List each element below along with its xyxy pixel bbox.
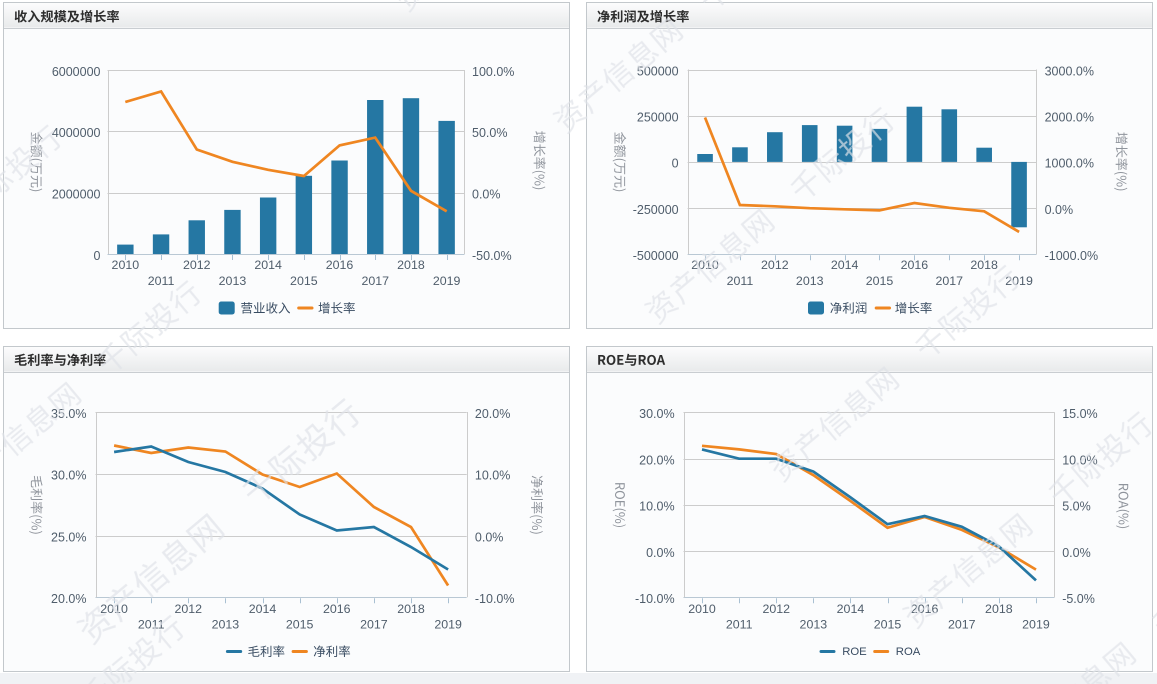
svg-text:2010: 2010	[688, 602, 716, 616]
svg-text:2016: 2016	[323, 602, 351, 616]
svg-text:15.0%: 15.0%	[1062, 407, 1097, 421]
svg-text:2017: 2017	[361, 274, 389, 288]
svg-text:-250000: -250000	[633, 203, 679, 217]
svg-text:250000: 250000	[637, 111, 679, 125]
svg-text:0.0%: 0.0%	[1062, 546, 1091, 560]
svg-text:4000000: 4000000	[52, 126, 101, 140]
svg-text:0.0%: 0.0%	[475, 530, 504, 544]
svg-text:100.0%: 100.0%	[472, 65, 514, 79]
svg-text:1000.0%: 1000.0%	[1045, 157, 1094, 171]
svg-text:2017: 2017	[360, 617, 388, 631]
svg-text:2019: 2019	[1005, 274, 1033, 288]
svg-text:20.0%: 20.0%	[475, 407, 510, 421]
svg-text:2000000: 2000000	[52, 187, 101, 201]
svg-text:-10.0%: -10.0%	[635, 592, 675, 606]
svg-text:2017: 2017	[948, 617, 976, 631]
svg-text:25.0%: 25.0%	[51, 530, 86, 544]
svg-text:-10.0%: -10.0%	[475, 592, 515, 606]
svg-text:30.0%: 30.0%	[639, 407, 674, 421]
svg-text:2015: 2015	[874, 617, 902, 631]
svg-text:-50.0%: -50.0%	[472, 249, 512, 263]
svg-text:10.0%: 10.0%	[475, 469, 510, 483]
svg-text:2000.0%: 2000.0%	[1045, 111, 1094, 125]
svg-text:0: 0	[94, 249, 101, 263]
svg-text:10.0%: 10.0%	[639, 500, 674, 514]
svg-text:2017: 2017	[935, 274, 963, 288]
svg-text:2011: 2011	[138, 617, 165, 631]
svg-text:-5.0%: -5.0%	[1062, 592, 1095, 606]
svg-text:2015: 2015	[866, 274, 894, 288]
svg-text:2016: 2016	[326, 258, 354, 272]
svg-text:-1000.0%: -1000.0%	[1045, 249, 1099, 263]
svg-text:2012: 2012	[762, 602, 790, 616]
svg-text:2014: 2014	[254, 258, 282, 272]
svg-text:2013: 2013	[219, 274, 247, 288]
svg-text:2014: 2014	[831, 258, 859, 272]
svg-text:2012: 2012	[183, 258, 211, 272]
svg-text:0.0%: 0.0%	[646, 546, 675, 560]
svg-text:2018: 2018	[397, 602, 425, 616]
svg-text:2019: 2019	[433, 274, 461, 288]
svg-text:2015: 2015	[286, 617, 314, 631]
svg-text:ROE: ROE	[842, 646, 867, 658]
svg-text:20.0%: 20.0%	[639, 453, 674, 467]
svg-text:2018: 2018	[985, 602, 1013, 616]
svg-text:500000: 500000	[637, 64, 679, 78]
svg-text:2014: 2014	[249, 602, 277, 616]
svg-text:2019: 2019	[434, 617, 462, 631]
svg-text:30.0%: 30.0%	[51, 469, 86, 483]
svg-text:20.0%: 20.0%	[51, 592, 86, 606]
svg-text:2011: 2011	[727, 274, 754, 288]
svg-text:2013: 2013	[800, 617, 828, 631]
svg-text:-500000: -500000	[633, 249, 679, 263]
svg-text:2010: 2010	[112, 258, 140, 272]
svg-text:3000.0%: 3000.0%	[1045, 64, 1094, 78]
svg-text:6000000: 6000000	[52, 65, 101, 79]
svg-text:2011: 2011	[726, 617, 753, 631]
svg-text:0: 0	[672, 157, 679, 171]
svg-text:0.0%: 0.0%	[1045, 203, 1074, 217]
svg-text:2013: 2013	[212, 617, 240, 631]
svg-text:2018: 2018	[397, 258, 425, 272]
svg-text:2012: 2012	[761, 258, 789, 272]
svg-text:2018: 2018	[970, 258, 998, 272]
svg-text:2016: 2016	[901, 258, 929, 272]
svg-text:2014: 2014	[837, 602, 865, 616]
svg-text:2013: 2013	[796, 274, 824, 288]
svg-text:50.0%: 50.0%	[472, 126, 507, 140]
svg-text:2011: 2011	[148, 274, 175, 288]
svg-text:5.0%: 5.0%	[1062, 500, 1091, 514]
svg-text:ROA: ROA	[896, 646, 921, 658]
svg-text:2015: 2015	[290, 274, 318, 288]
svg-text:2019: 2019	[1022, 617, 1050, 631]
svg-text:2012: 2012	[175, 602, 203, 616]
svg-text:0.0%: 0.0%	[472, 187, 501, 201]
